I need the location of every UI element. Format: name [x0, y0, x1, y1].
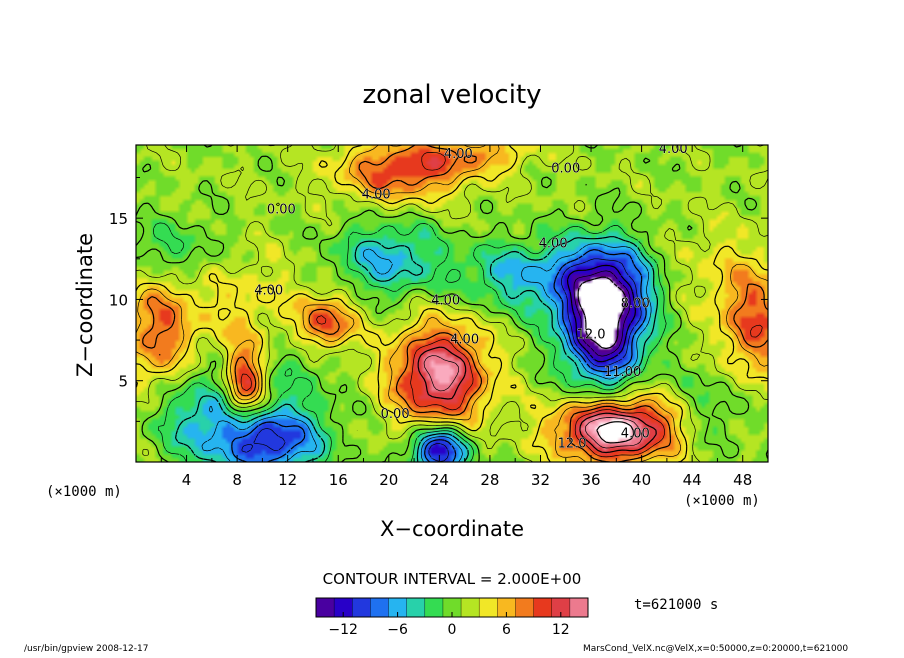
colorbar-segment	[461, 598, 480, 617]
colorbar-segment	[388, 598, 408, 617]
contour-label: 8.00	[621, 297, 650, 312]
contour-interval-label: CONTOUR INTERVAL = 2.000E+00	[323, 570, 582, 588]
contour-label: 11.00	[604, 365, 641, 380]
colorbar-segment	[406, 598, 426, 617]
colorbar-segment	[569, 598, 589, 617]
contour-label: 0.00	[551, 162, 580, 177]
contour-line	[596, 421, 635, 444]
contour-line	[152, 222, 667, 462]
contour-line	[566, 264, 636, 363]
colorbar-tick-label: −6	[387, 622, 408, 638]
colorbar-tick-label: −12	[328, 622, 358, 638]
y-tick-label: 10	[109, 291, 128, 309]
y-axis-ticks: 5 10 15	[109, 177, 768, 422]
x-tick-label: 12	[278, 471, 297, 489]
contour-line	[142, 145, 768, 462]
x-axis-label: X−coordinate	[380, 517, 524, 541]
x-tick-label: 8	[232, 471, 242, 489]
colorbar-segment	[334, 598, 353, 617]
x-tick-label: 28	[480, 471, 499, 489]
y-tick-label: 5	[118, 373, 128, 391]
contour-lines	[136, 145, 768, 462]
x-tick-label: 40	[632, 471, 651, 489]
contour-line	[136, 145, 768, 462]
contour-label: 0.00	[267, 202, 296, 217]
contour-line	[136, 145, 768, 462]
colorbar: −12 −6 0 6 12	[315, 597, 589, 638]
footer-left: /usr/bin/gpview 2008-12-17	[24, 644, 148, 654]
colorbar-segment	[352, 598, 371, 617]
contour-label: 4.00	[431, 293, 460, 308]
x-tick-label: 44	[683, 471, 702, 489]
contour-line	[136, 145, 768, 462]
contour-label: 4.00	[539, 236, 568, 251]
colorbar-segment	[479, 598, 498, 617]
colorbar-segment	[424, 598, 444, 617]
contour-line	[231, 249, 647, 462]
colorbar-tick-label: 12	[552, 622, 570, 638]
x-unit-right: (×1000 m)	[684, 493, 760, 509]
x-tick-label: 24	[430, 471, 449, 489]
colorbar-segment	[551, 598, 571, 617]
x-tick-label: 32	[531, 471, 550, 489]
contour-labels: 4.00 0.00 4.00 0.00 4.00 4.00 4.00 4.00 0.00 12.0…	[254, 142, 688, 452]
contour-label: 12.0	[577, 327, 606, 342]
x-tick-label: 20	[379, 471, 398, 489]
x-unit-left: (×1000 m)	[46, 484, 122, 500]
contour-label: 4.00	[621, 427, 650, 442]
contour-label: 4.00	[444, 147, 473, 162]
colorbar-segment	[316, 598, 335, 617]
time-label: t=621000 s	[634, 597, 718, 613]
x-tick-label: 4	[182, 471, 192, 489]
contour-label: 0.00	[381, 407, 410, 422]
y-axis-label: Z−coordinate	[73, 233, 97, 377]
heatmap-field: 4.00 0.00 4.00 0.00 4.00 4.00 4.00 4.00 0.00 12.0…	[136, 142, 768, 462]
contour-label: 4.00	[362, 188, 391, 203]
contour-line	[573, 270, 631, 357]
colorbar-segment	[442, 598, 462, 617]
contour-line	[201, 243, 652, 462]
contour-line	[577, 276, 627, 350]
colorbar-tick-label: 6	[502, 622, 511, 638]
y-tick-label: 15	[109, 210, 128, 228]
colorbar-segment	[533, 598, 553, 617]
contour-label: 4.00	[659, 142, 688, 157]
plot-frame	[135, 144, 769, 463]
contour-label: 4.00	[254, 284, 283, 299]
contour-line	[136, 145, 768, 462]
contour-line	[423, 355, 643, 449]
footer-right: MarsCond_VelX.nc@VelX,x=0:50000,z=0:2000…	[583, 644, 848, 654]
x-tick-label: 48	[733, 471, 752, 489]
contour-label: 12.0	[558, 436, 587, 451]
colorbar-segment	[515, 598, 535, 617]
contour-line	[240, 152, 763, 458]
contour-line	[241, 258, 642, 462]
x-axis-ticks: 4 8 12 16 20 24 28 32 36 40 44 48	[160, 145, 752, 489]
colorbar-segment	[370, 598, 390, 617]
colorbar-tick-label: 0	[448, 622, 457, 638]
contour-label: 4.00	[450, 332, 479, 347]
x-tick-label: 16	[329, 471, 348, 489]
contour-line	[175, 236, 658, 462]
chart-title: zonal velocity	[362, 80, 541, 110]
colorbar-segment	[497, 598, 516, 617]
x-tick-label: 36	[581, 471, 600, 489]
contour-line	[417, 346, 657, 454]
